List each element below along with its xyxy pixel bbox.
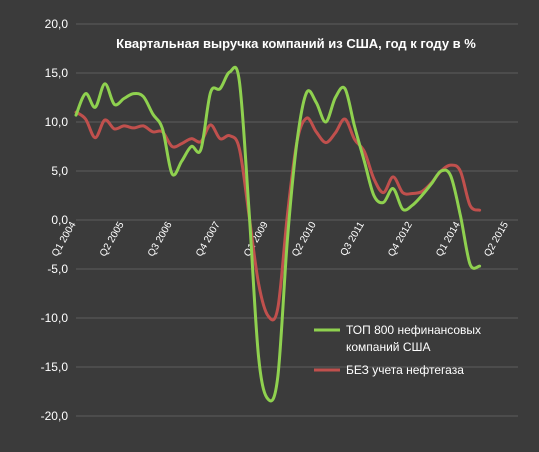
y-axis-tick-labels: 20,0 15,0 10,0 5,0 0,0 -5,0 -10,0 -15,0 -20,0 bbox=[41, 17, 69, 423]
y-tick-label: -5,0 bbox=[47, 262, 68, 276]
legend-label: БЕЗ учета нефтегаза bbox=[346, 363, 464, 377]
y-tick-label: -15,0 bbox=[41, 360, 69, 374]
y-tick-label: 10,0 bbox=[45, 115, 69, 129]
y-tick-label: 5,0 bbox=[51, 164, 68, 178]
series-line-2 bbox=[74, 110, 482, 322]
y-tick-label: 20,0 bbox=[45, 17, 69, 31]
legend-label: ТОП 800 нефинансовых компаний США bbox=[346, 323, 481, 354]
y-tick-label: 0,0 bbox=[51, 213, 68, 227]
chart-title: Квартальная выручка компаний из США, год… bbox=[116, 36, 476, 51]
series-line-1 bbox=[74, 65, 482, 403]
y-tick-label: -20,0 bbox=[41, 409, 69, 423]
legend: ТОП 800 нефинансовых компаний США БЕЗ учет… bbox=[314, 323, 481, 377]
y-tick-label: 15,0 bbox=[45, 66, 69, 80]
series-lines bbox=[74, 65, 482, 403]
y-tick-label: -10,0 bbox=[41, 311, 69, 325]
gridlines bbox=[76, 23, 518, 417]
